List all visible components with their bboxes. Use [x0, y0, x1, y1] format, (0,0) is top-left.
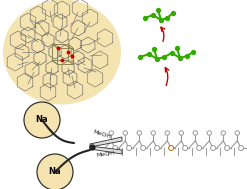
Polygon shape: [90, 137, 122, 147]
Text: MeOH: MeOH: [96, 150, 116, 158]
Polygon shape: [90, 146, 122, 154]
Circle shape: [211, 146, 216, 150]
Circle shape: [141, 146, 145, 150]
Circle shape: [109, 131, 114, 135]
Circle shape: [179, 131, 184, 135]
Circle shape: [123, 131, 127, 135]
Circle shape: [37, 154, 73, 189]
Circle shape: [239, 146, 244, 150]
Text: Na: Na: [36, 115, 48, 125]
Circle shape: [193, 131, 198, 135]
Circle shape: [221, 131, 226, 135]
Circle shape: [126, 146, 132, 150]
Circle shape: [207, 131, 211, 135]
Text: Na: Na: [49, 167, 61, 177]
Ellipse shape: [3, 0, 121, 105]
Circle shape: [137, 131, 142, 135]
Circle shape: [24, 102, 60, 138]
Circle shape: [183, 146, 187, 150]
Circle shape: [197, 146, 202, 150]
Circle shape: [151, 131, 156, 135]
Text: MeOH: MeOH: [92, 130, 112, 140]
Circle shape: [113, 146, 118, 150]
Circle shape: [155, 146, 160, 150]
Circle shape: [225, 146, 229, 150]
Circle shape: [165, 131, 169, 135]
Circle shape: [169, 146, 174, 150]
Circle shape: [235, 131, 240, 135]
